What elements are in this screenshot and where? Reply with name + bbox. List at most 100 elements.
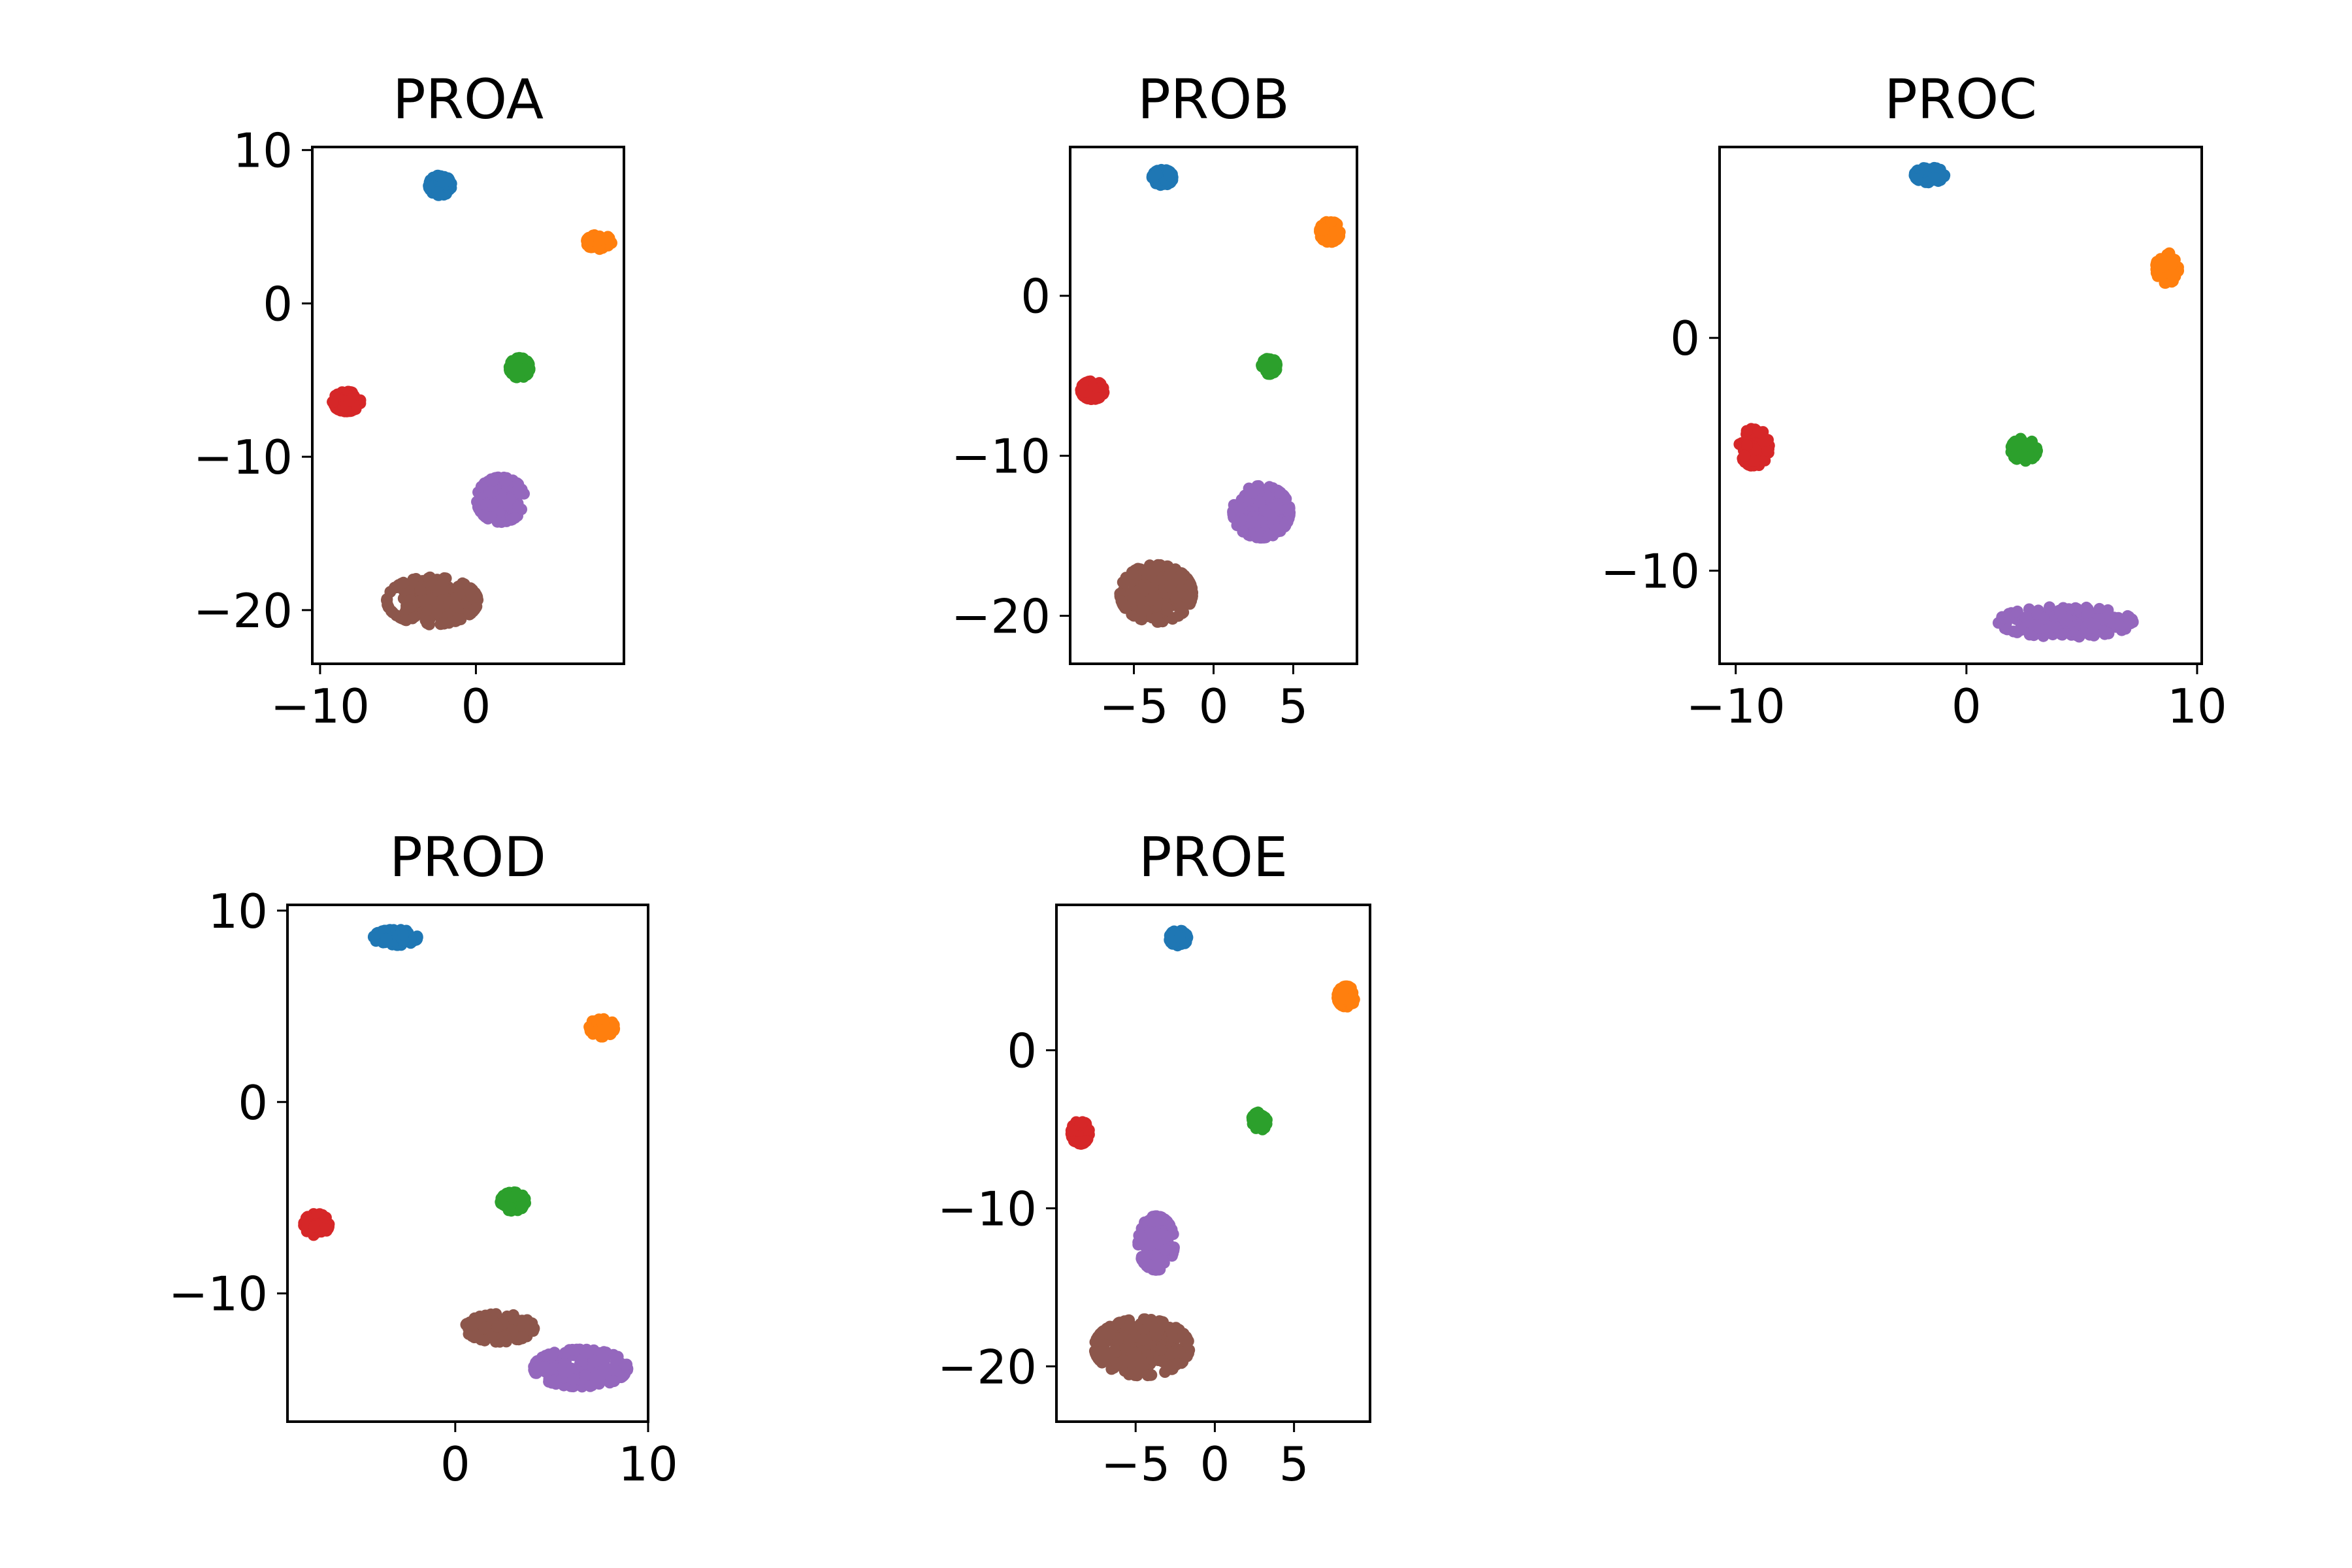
scatter-point [1246, 487, 1258, 499]
subplot-proa: PROA −10 0 10 0 −10 −20 [193, 67, 625, 734]
scatter-point [2055, 629, 2068, 640]
scatter-point [593, 1013, 605, 1026]
cluster-4 [528, 1343, 634, 1393]
scatter-point [474, 1311, 486, 1322]
scatter-point [1128, 610, 1140, 622]
scatter-point [596, 1368, 608, 1380]
scatter-point [1264, 481, 1275, 493]
scatter-point [1155, 1213, 1168, 1226]
scatter-point [589, 1026, 602, 1038]
scatter-point [487, 475, 498, 487]
cluster-4 [1227, 480, 1296, 544]
scatter-point [449, 600, 462, 613]
scatter-point [1186, 592, 1198, 604]
scatter-point [1165, 1347, 1177, 1360]
scatter-point [1179, 1332, 1191, 1345]
scatter-point [414, 584, 427, 596]
scatter-point [1126, 567, 1139, 580]
scatter-point [608, 1375, 620, 1388]
subplot-prob: PROB−5 0 50−10−20 [951, 67, 1358, 734]
scatter-point [2011, 605, 2023, 617]
scatter-point [397, 929, 410, 941]
scatter-point [1152, 1264, 1165, 1276]
scatter-point [1142, 581, 1154, 594]
scatter-point [2085, 617, 2097, 630]
x-tick-label: −5 [1101, 1437, 1170, 1492]
scatter-point [431, 607, 443, 619]
scatter-point [437, 575, 449, 587]
scatter-point [506, 355, 518, 367]
subplot-title: PROE [1139, 825, 1288, 889]
scatter-point [566, 1343, 579, 1356]
cluster-3 [1733, 423, 1775, 472]
cluster-2 [1246, 1106, 1273, 1135]
axes-frame [1055, 904, 1371, 1423]
x-tick-label: 0 [1952, 679, 1982, 734]
scatter-point [544, 1375, 556, 1387]
subplot-title: PROD [389, 825, 546, 889]
scatter-point [404, 594, 417, 606]
scatter-point [516, 1331, 529, 1343]
scatter-point [465, 583, 478, 595]
y-tick-label: −20 [951, 589, 1051, 644]
cluster-1 [583, 1013, 621, 1043]
scatter-point [433, 170, 446, 182]
cluster-2 [2005, 433, 2043, 467]
scatter-point [483, 486, 496, 498]
y-tick-label: 10 [208, 884, 268, 939]
scatter-point [1280, 493, 1292, 505]
scatter-point [397, 576, 410, 589]
scatter-point [1145, 594, 1157, 606]
scatter-point [1317, 223, 1330, 236]
scatter-point [1136, 605, 1149, 617]
cluster-5 [460, 1308, 540, 1348]
scatter-point [1144, 1369, 1156, 1381]
cluster-5 [381, 571, 484, 630]
subplot-title: PROC [1884, 67, 2037, 131]
scatter-point [1325, 216, 1337, 228]
x-tick-label: 5 [1279, 679, 1309, 734]
axes-frame [311, 146, 625, 665]
scatter-point [621, 1358, 633, 1371]
scatter-point [431, 186, 444, 199]
cluster-0 [1164, 924, 1194, 952]
scatter-point [530, 1356, 542, 1369]
scatter-point [1132, 1356, 1143, 1368]
y-tick-label: −20 [193, 583, 293, 638]
scatter-point [505, 514, 517, 526]
scatter-point [478, 1334, 491, 1347]
y-tick-label: −10 [951, 429, 1051, 484]
scatter-point [380, 932, 393, 945]
scatter-point [407, 574, 419, 585]
y-tick-label: −10 [1601, 544, 1700, 598]
scatter-point [508, 1190, 520, 1203]
scatter-point [514, 486, 526, 498]
scatter-point [605, 236, 617, 248]
scatter-point [468, 1331, 480, 1343]
scatter-point [432, 585, 444, 597]
scatter-point [343, 395, 355, 407]
scatter-point [1147, 1321, 1159, 1333]
scatter-point [2107, 618, 2119, 630]
cluster-2 [503, 351, 536, 384]
scatter-point [1170, 591, 1183, 604]
y-tick-label: 0 [1670, 311, 1700, 366]
x-tick-label: 0 [461, 679, 491, 734]
scatter-point [1237, 525, 1249, 538]
scatter-point [2157, 261, 2170, 273]
scatter-point [1911, 173, 1923, 186]
scatter-point [1155, 1343, 1167, 1356]
scatter-point [1123, 1334, 1135, 1347]
scatter-point [1151, 611, 1163, 623]
scatter-point [503, 1201, 515, 1213]
scatter-point [594, 233, 606, 246]
x-tick-label: −5 [1099, 679, 1168, 734]
scatter-point [2038, 612, 2050, 625]
cluster-3 [1065, 1116, 1095, 1150]
cluster-5 [1114, 559, 1198, 628]
cluster-4 [471, 471, 530, 529]
scatter-point [1143, 1258, 1155, 1271]
cluster-0 [1146, 163, 1179, 191]
y-tick-label: 0 [1007, 1024, 1037, 1079]
scatter-point [540, 1350, 551, 1362]
